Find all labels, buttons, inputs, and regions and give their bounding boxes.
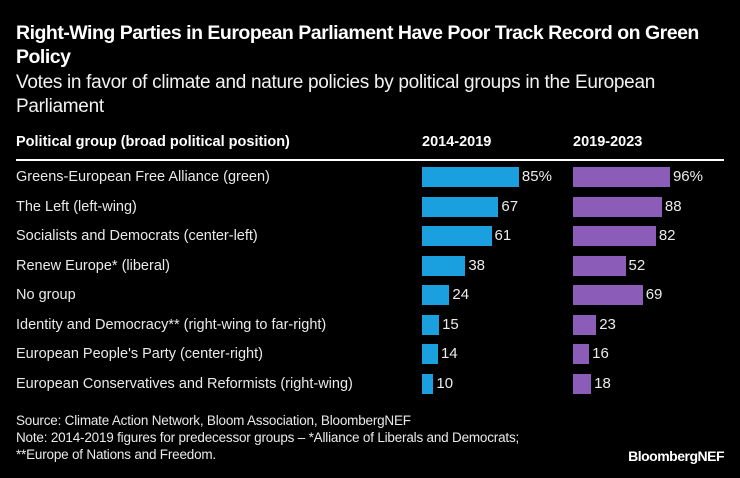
data-label: 16 <box>592 345 609 362</box>
bar-2019-2023 <box>573 373 592 394</box>
data-label: 88 <box>664 197 682 215</box>
data-label: 82 <box>658 227 676 244</box>
row-label: No group <box>16 287 76 303</box>
data-label: 18 <box>594 374 611 392</box>
bar-2019-2023 <box>573 167 670 187</box>
data-label: 67 <box>501 197 519 215</box>
data-label: 96% <box>672 168 703 185</box>
row-label: Renew Europe* (liberal) <box>16 257 170 274</box>
bar-2019-2023 <box>573 344 590 364</box>
row-label: European People's Party (center-right) <box>16 346 263 362</box>
data-label: 10 <box>436 374 454 392</box>
column-header-2014-2019: 2014-2019 <box>422 134 492 150</box>
bar-2014-2019 <box>422 314 440 335</box>
data-label: 61 <box>494 227 512 244</box>
column-header-group: Political group (broad political positio… <box>16 134 290 150</box>
bar-2019-2023 <box>573 196 662 217</box>
data-label: 38 <box>468 256 485 274</box>
row-label: Greens-European Free Alliance (green) <box>16 169 270 185</box>
chart-title: Right-Wing Parties in European Parliamen… <box>16 22 699 68</box>
brand-logo: BloombergNEF <box>628 448 724 464</box>
header-divider <box>16 159 724 161</box>
bar-2019-2023 <box>573 226 656 246</box>
footer-notes: Source: Climate Action Network, Bloom As… <box>16 412 546 463</box>
data-label: 15 <box>442 315 459 333</box>
row-label: Socialists and Democrats (center-left) <box>16 228 258 244</box>
bar-2014-2019 <box>422 167 519 187</box>
bar-2014-2019 <box>422 226 492 246</box>
bar-2014-2019 <box>422 373 434 394</box>
data-label: 14 <box>440 345 458 362</box>
data-label: 23 <box>599 315 616 333</box>
data-label: 24 <box>452 286 470 303</box>
bar-2014-2019 <box>422 344 438 364</box>
row-label: Identity and Democracy** (right-wing to … <box>16 316 327 333</box>
bar-2019-2023 <box>573 285 643 305</box>
row-label: The Left (left-wing) <box>16 198 137 215</box>
column-header-2019-2023: 2019-2023 <box>573 134 643 150</box>
data-label: 52 <box>628 256 646 274</box>
chart-subtitle: Votes in favor of climate and nature pol… <box>16 72 655 117</box>
row-label: European Conservatives and Reformists (r… <box>16 375 353 392</box>
bar-2019-2023 <box>573 314 597 335</box>
bar-2014-2019 <box>422 196 499 217</box>
footnote: Note: 2014-2019 figures for predecessor … <box>16 430 520 462</box>
data-label: 85% <box>521 168 552 185</box>
data-label: 69 <box>645 286 663 303</box>
bar-2014-2019 <box>422 285 450 305</box>
bar-2014-2019 <box>422 255 466 276</box>
bar-2019-2023 <box>573 255 626 276</box>
source-note: Source: Climate Action Network, Bloom As… <box>16 413 411 428</box>
